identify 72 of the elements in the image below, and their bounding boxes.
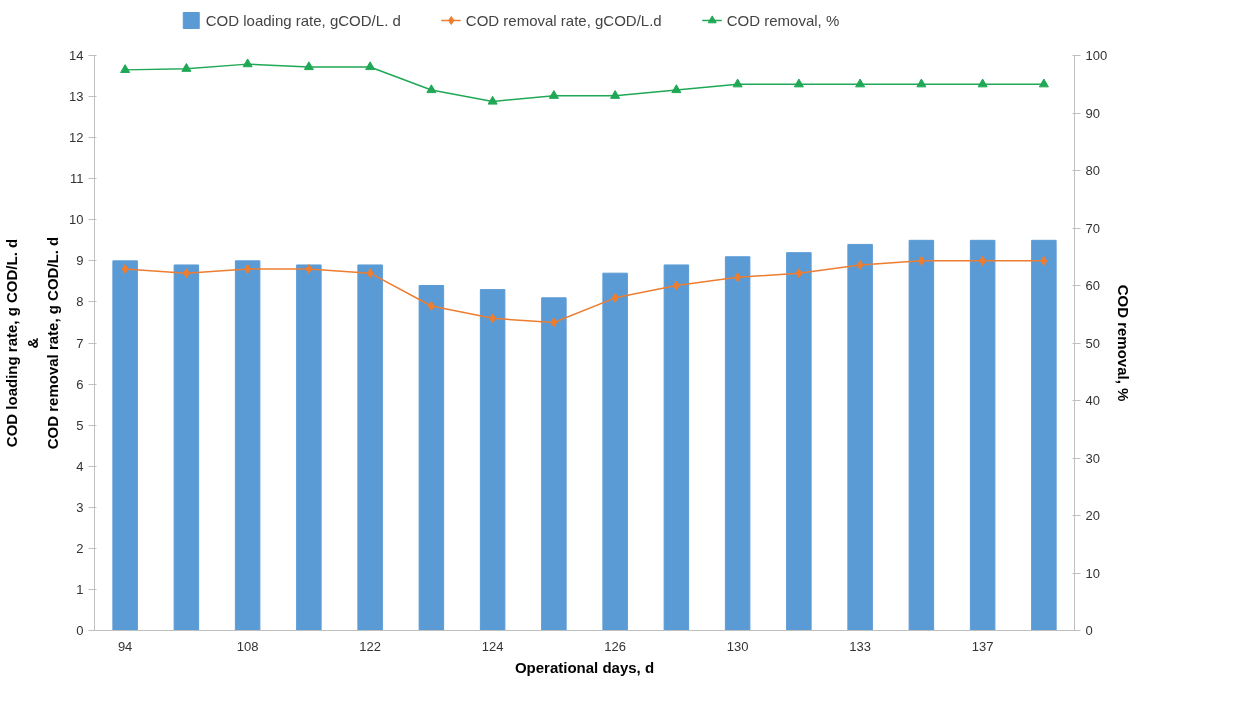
y-tick-label: 3	[76, 499, 84, 515]
y-tick-label: 11	[70, 171, 84, 187]
legend-label: COD loading rate, gCOD/L. d	[205, 11, 401, 29]
y2-tick-label: 60	[1085, 278, 1100, 293]
y2-tick-label: 90	[1085, 105, 1100, 121]
point	[427, 301, 435, 312]
x-axis-title: Operational days, d	[514, 658, 655, 676]
x-tick-label: 133	[849, 638, 871, 654]
y-tick-label: 9	[76, 253, 84, 269]
point	[979, 255, 987, 266]
point	[671, 84, 682, 94]
y2-tick-label: 20	[1085, 508, 1100, 523]
x-tick-label: 122	[359, 638, 381, 654]
point	[244, 264, 252, 275]
y-tick-label: 10	[69, 212, 84, 228]
point	[732, 78, 743, 88]
point	[489, 313, 497, 324]
point	[610, 90, 621, 99]
point	[855, 78, 866, 88]
legend-label: COD removal, %	[726, 11, 840, 29]
x-tick-label: 126	[604, 638, 626, 654]
point	[303, 61, 314, 71]
x-tick-label: 124	[481, 638, 504, 654]
point	[611, 292, 619, 303]
y2-tick-label: 0	[1085, 623, 1093, 638]
point	[365, 61, 376, 71]
y-tick-label: 0	[76, 623, 84, 638]
y-tick-label: 12	[69, 130, 84, 146]
point	[795, 268, 803, 279]
point	[1040, 255, 1048, 266]
x-tick-label: 130	[726, 638, 749, 654]
y-tick-label: 8	[76, 294, 84, 310]
point	[1038, 78, 1049, 88]
point	[977, 78, 988, 88]
point	[916, 78, 927, 88]
y2-tick-label: 100	[1085, 48, 1108, 63]
y2-tick-label: 80	[1085, 163, 1100, 178]
y2-tick-label: 30	[1085, 450, 1100, 466]
y-tick-label: 1	[76, 581, 84, 597]
legend-label: COD removal rate, gCOD/L.d	[465, 11, 662, 29]
y2-axis-title: COD removal, %	[1115, 284, 1133, 402]
point	[917, 255, 925, 266]
point	[426, 84, 437, 94]
point	[550, 317, 558, 328]
y2-tick-label: 10	[1085, 565, 1100, 581]
y-axis-title: COD loading rate, g COD/L. d & COD removal rate, g COD/L. d	[3, 236, 62, 450]
y-tick-label: 6	[76, 376, 84, 392]
point	[120, 64, 131, 73]
point	[182, 268, 190, 279]
point	[672, 280, 680, 291]
y-tick-label: 5	[76, 417, 84, 433]
y2-tick-label: 40	[1085, 393, 1100, 408]
point	[856, 259, 864, 270]
point	[121, 264, 129, 275]
x-tick-label: 137	[971, 638, 994, 654]
point	[305, 264, 313, 275]
point	[734, 272, 742, 283]
y-tick-label: 13	[69, 89, 84, 105]
point	[793, 78, 804, 88]
point	[242, 58, 253, 68]
point	[366, 268, 374, 279]
y2-tick-label: 70	[1085, 220, 1100, 236]
y-tick-label: 2	[76, 540, 84, 556]
point	[181, 63, 192, 72]
y-tick-label: 7	[76, 335, 84, 351]
y2-tick-label: 50	[1085, 335, 1100, 351]
point	[487, 95, 498, 105]
point	[548, 90, 559, 99]
y-tick-label: 14	[69, 48, 84, 63]
x-tick-label: 94	[117, 638, 133, 654]
y-tick-label: 4	[76, 458, 84, 474]
x-tick-label: 108	[236, 638, 259, 654]
